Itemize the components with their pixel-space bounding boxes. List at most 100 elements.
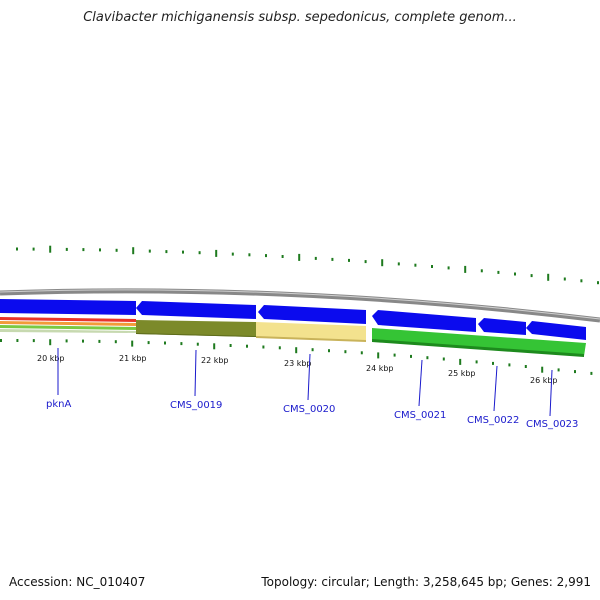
ruler-tick bbox=[98, 339, 101, 343]
gene-label-cms-0023[interactable]: CMS_0023 bbox=[526, 419, 578, 430]
gene-label-cms-0020[interactable]: CMS_0020 bbox=[283, 404, 335, 415]
ruler-tick bbox=[32, 339, 35, 343]
ruler-tick bbox=[65, 339, 68, 343]
ruler-tick bbox=[459, 358, 462, 365]
skew-tick bbox=[65, 247, 68, 251]
skew-tick bbox=[530, 274, 533, 278]
skew-tick bbox=[148, 249, 151, 253]
footer-accession: Accession: NC_010407 bbox=[9, 575, 146, 589]
band-olive bbox=[136, 320, 256, 337]
skew-tick bbox=[514, 272, 516, 276]
band-green bbox=[0, 325, 136, 330]
skew-tick bbox=[580, 279, 583, 283]
ruler-tick bbox=[196, 342, 199, 346]
ruler-tick bbox=[557, 368, 560, 372]
footer-stats: Topology: circular; Length: 3,258,645 bp… bbox=[261, 575, 591, 589]
skew-tick bbox=[397, 262, 400, 266]
ruler-tick bbox=[574, 370, 576, 374]
ruler-tick bbox=[393, 353, 396, 357]
gene-label-cms-0019[interactable]: CMS_0019 bbox=[170, 400, 222, 411]
band-gc-green-edge bbox=[372, 339, 584, 357]
skew-tick bbox=[597, 281, 599, 285]
gene-arrow-cms-0023[interactable] bbox=[526, 321, 586, 340]
skew-tick bbox=[331, 257, 334, 261]
ruler-tick bbox=[442, 357, 445, 361]
backbone-ruler-highlight bbox=[0, 289, 600, 320]
skew-tick bbox=[49, 245, 52, 253]
band-gc-green bbox=[372, 328, 586, 356]
skew-tick bbox=[431, 265, 433, 268]
ruler-tick bbox=[524, 365, 527, 368]
ruler-tick bbox=[295, 347, 298, 354]
ruler-tick bbox=[131, 340, 134, 347]
ruler-tick bbox=[344, 350, 347, 354]
ruler-tick bbox=[410, 354, 412, 358]
ruler-tick bbox=[82, 339, 84, 343]
skew-tick-track bbox=[16, 245, 599, 285]
gene-leader-lines bbox=[57, 348, 553, 417]
skew-tick bbox=[231, 252, 234, 256]
skew-tick bbox=[99, 248, 101, 252]
map-title: Clavibacter michiganensis subsp. sepedon… bbox=[83, 10, 517, 25]
ruler-tick bbox=[475, 360, 478, 364]
backbone-ruler bbox=[0, 288, 600, 323]
skew-tick bbox=[82, 248, 85, 252]
ruler-tick bbox=[360, 351, 363, 355]
skew-tick bbox=[447, 266, 450, 270]
skew-tick bbox=[265, 254, 267, 258]
tick-label-26kbp: 26 kbp bbox=[530, 376, 558, 385]
ruler-tick bbox=[0, 339, 2, 342]
skew-tick bbox=[364, 260, 367, 264]
tick-label-24kbp: 24 kbp bbox=[366, 364, 394, 373]
skew-tick bbox=[215, 249, 218, 257]
gene-arrow-cms-0020[interactable] bbox=[258, 305, 366, 324]
skew-tick bbox=[464, 265, 467, 273]
ruler-tick bbox=[426, 356, 429, 360]
gene-label-pknA[interactable]: pknA bbox=[46, 399, 71, 410]
ruler-tick bbox=[262, 345, 265, 349]
skew-tick bbox=[248, 253, 251, 257]
skew-tick bbox=[182, 250, 184, 254]
gene-labels: pknA CMS_0019 CMS_0020 CMS_0021 CMS_0022… bbox=[46, 399, 578, 430]
band-yellow-edge bbox=[256, 336, 366, 342]
skew-tick bbox=[132, 247, 135, 255]
ruler-tick bbox=[311, 348, 314, 352]
band-yellow bbox=[256, 322, 366, 341]
ruler-tick bbox=[278, 346, 281, 350]
skew-tick bbox=[198, 251, 201, 255]
ruler-tick bbox=[229, 344, 232, 347]
gene-arrow-pknA[interactable] bbox=[0, 299, 136, 315]
feature-band-track bbox=[0, 317, 586, 357]
skew-tick bbox=[165, 250, 168, 254]
ruler-tick bbox=[49, 339, 52, 346]
tick-label-21kbp: 21 kbp bbox=[119, 354, 147, 363]
skew-tick bbox=[16, 247, 18, 251]
ruler-tick bbox=[492, 361, 494, 365]
skew-tick bbox=[314, 256, 317, 260]
gene-arrow-cms-0022[interactable] bbox=[478, 318, 526, 335]
ruler-tick bbox=[246, 344, 248, 348]
band-olive-edge bbox=[136, 333, 256, 337]
band-orange bbox=[0, 321, 136, 326]
gene-arrow-cms-0019[interactable] bbox=[136, 301, 256, 319]
skew-tick bbox=[348, 258, 350, 262]
ruler-tick bbox=[590, 371, 593, 375]
gene-label-cms-0021[interactable]: CMS_0021 bbox=[394, 410, 446, 421]
gene-label-cms-0022[interactable]: CMS_0022 bbox=[467, 415, 519, 426]
tick-label-20kbp: 20 kbp bbox=[37, 354, 65, 363]
ruler-tick bbox=[114, 340, 117, 344]
gene-arrow-cms-0021[interactable] bbox=[372, 310, 476, 332]
band-red bbox=[0, 317, 136, 322]
skew-tick bbox=[563, 277, 566, 281]
skew-tick bbox=[381, 259, 384, 267]
skew-tick bbox=[547, 273, 550, 281]
ruler-tick bbox=[147, 341, 150, 345]
inner-tick-track bbox=[0, 339, 593, 375]
ruler-tick bbox=[541, 366, 544, 373]
ruler-tick bbox=[180, 342, 183, 346]
tick-label-22kbp: 22 kbp bbox=[201, 356, 229, 365]
skew-tick bbox=[414, 263, 417, 267]
ruler-tick bbox=[164, 341, 166, 345]
skew-tick bbox=[480, 269, 483, 273]
